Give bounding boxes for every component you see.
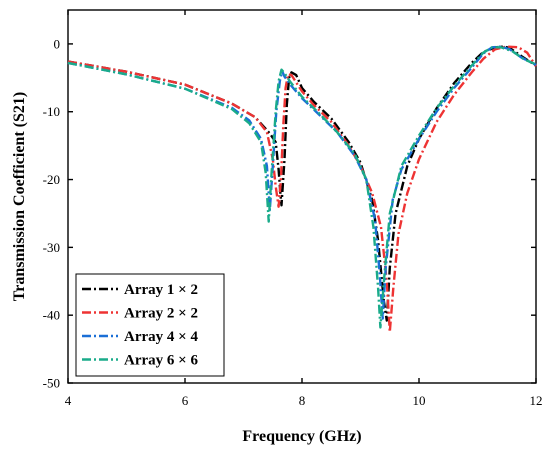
x-tick-label: 4 bbox=[65, 393, 72, 408]
series-line-1 bbox=[67, 45, 537, 322]
legend-label-2: Array 2 × 2 bbox=[124, 306, 198, 322]
y-tick-label: -20 bbox=[43, 172, 60, 187]
y-tick-label: 0 bbox=[54, 36, 61, 51]
x-tick-label: 10 bbox=[413, 393, 426, 408]
legend-label-1: Array 1 × 2 bbox=[124, 282, 198, 298]
x-tick-label: 6 bbox=[182, 393, 189, 408]
legend-label-4: Array 6 × 6 bbox=[124, 353, 198, 369]
y-tick-label: -40 bbox=[43, 308, 60, 323]
y-tick-label: -30 bbox=[43, 240, 60, 255]
x-tick-label: 8 bbox=[299, 393, 306, 408]
series-layer bbox=[67, 45, 538, 334]
legend: Array 1 × 2 Array 2 × 2 Array 4 × 4 Array 6… bbox=[75, 273, 225, 377]
y-axis-label: Transmission Coefficient (S21) bbox=[11, 92, 28, 301]
x-axis-label: Frequency (GHz) bbox=[242, 428, 361, 445]
legend-label-3: Array 4 × 4 bbox=[124, 329, 198, 345]
x-tick-label: 12 bbox=[530, 393, 543, 408]
y-tick-label: -50 bbox=[43, 376, 60, 391]
tick-layer: 4 6 8 10 12 0 -10 -20 -30 -40 -50 bbox=[43, 10, 543, 408]
y-tick-label: -10 bbox=[43, 104, 60, 119]
series-line-4 bbox=[67, 46, 537, 329]
